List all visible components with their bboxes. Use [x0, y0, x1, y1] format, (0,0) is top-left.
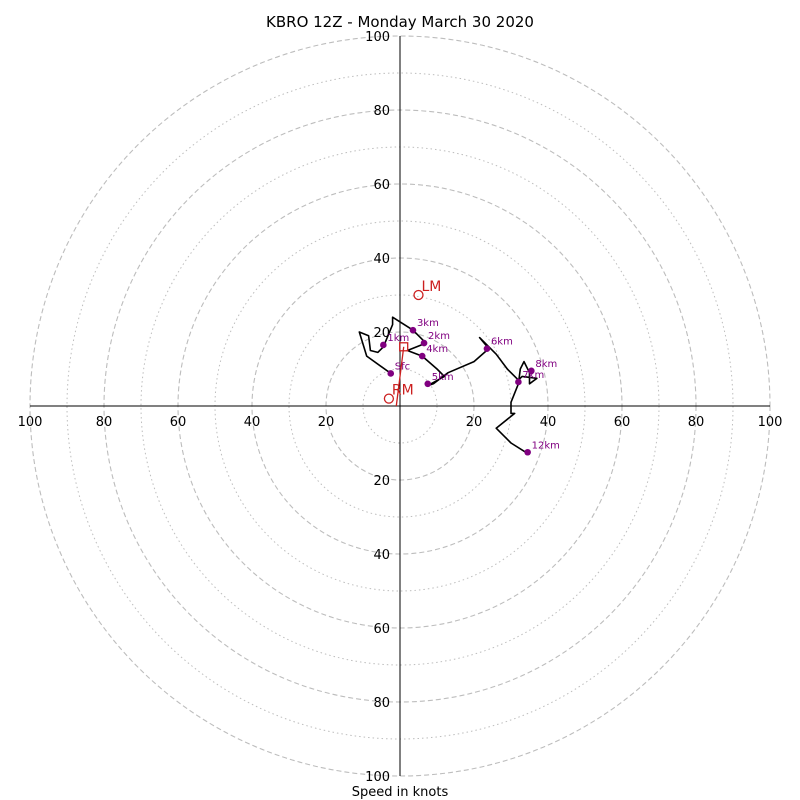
y-tick-label: 40 [373, 548, 390, 563]
y-tick-label: 60 [373, 622, 390, 637]
height-marker-sfc [387, 370, 395, 377]
x-tick-label: 20 [466, 415, 483, 430]
x-tick-label: 60 [170, 415, 187, 430]
y-tick-label: 60 [373, 178, 390, 193]
y-tick-label: 20 [373, 474, 390, 489]
x-axis-label: Speed in knots [352, 785, 449, 800]
y-tick-label: 20 [373, 326, 390, 341]
chart-title: KBRO 12Z - Monday March 30 2020 [266, 13, 534, 31]
height-marker-1km [380, 341, 387, 349]
storm-motion-lm-label: LM [422, 279, 442, 295]
height-label-7km: 7km [522, 370, 544, 381]
y-tick-label: 80 [373, 104, 390, 119]
height-label-3km: 3km [417, 318, 439, 329]
x-tick-label: 40 [244, 415, 261, 430]
height-marker-5km [424, 380, 432, 388]
y-tick-label: 100 [365, 30, 390, 45]
height-marker-8km [528, 367, 535, 375]
height-label-12km: 12km [532, 440, 560, 451]
x-tick-label: 40 [540, 415, 557, 430]
storm-motion-line [395, 346, 405, 407]
x-tick-label: 20 [318, 415, 335, 430]
x-tick-label: 100 [18, 415, 43, 430]
x-tick-label: 80 [688, 415, 705, 430]
height-label-6km: 6km [491, 337, 513, 348]
x-tick-label: 80 [96, 415, 113, 430]
storm-motion-rm-marker [383, 393, 395, 404]
x-tick-label: 60 [614, 415, 631, 430]
height-marker-7km [515, 378, 522, 386]
height-label-1km: 1km [387, 333, 409, 344]
height-marker-6km [483, 345, 491, 352]
height-marker-2km [420, 339, 428, 347]
y-tick-label: 80 [373, 696, 390, 711]
x-tick-label: 100 [758, 415, 783, 430]
y-tick-label: 100 [365, 770, 390, 785]
height-marker-12km [524, 448, 531, 456]
height-label-8km: 8km [535, 359, 557, 370]
height-marker-3km [409, 326, 417, 334]
y-tick-label: 40 [373, 252, 390, 267]
height-label-sfc: Sfc [395, 361, 410, 372]
storm-motion-rm-label: RM [392, 383, 414, 399]
height-label-2km: 2km [428, 331, 450, 342]
storm-motion-lm-marker [413, 289, 424, 301]
height-label-5km: 5km [432, 372, 454, 383]
height-label-4km: 4km [426, 344, 448, 355]
height-marker-4km [418, 352, 426, 360]
